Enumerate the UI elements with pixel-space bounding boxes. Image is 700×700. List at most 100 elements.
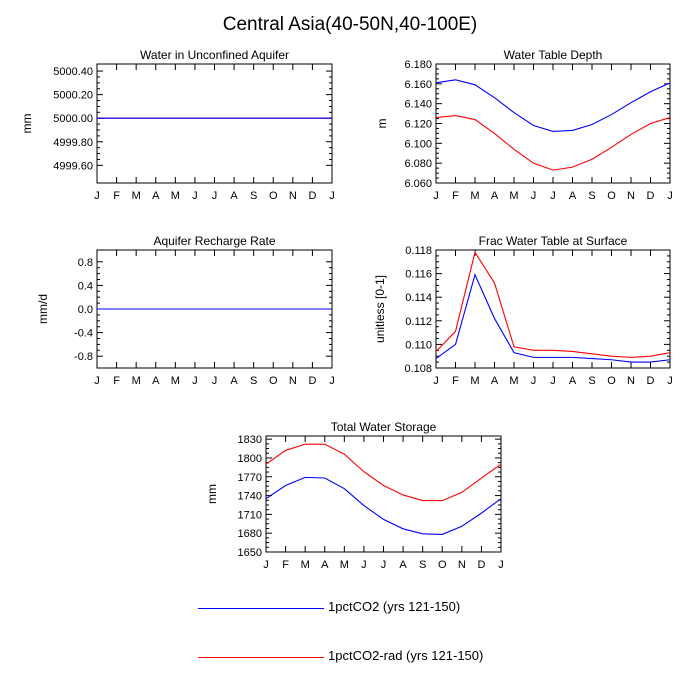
x-tick-label: J [361, 559, 367, 571]
x-tick-label: J [329, 190, 335, 202]
y-tick-label: 0.116 [405, 269, 432, 281]
panel-title: Frac Water Table at Surface [479, 234, 628, 248]
x-tick-label: M [509, 190, 518, 202]
y-axis-label: mm/d [36, 294, 50, 324]
x-tick-label: A [152, 190, 160, 202]
x-tick-label: O [438, 559, 447, 571]
x-tick-label: J [212, 190, 218, 202]
x-tick-label: A [321, 559, 329, 571]
y-tick-label: 6.160 [404, 79, 432, 91]
x-tick-label: M [509, 375, 518, 387]
x-tick-label: M [340, 559, 349, 571]
y-axis-label: mm [205, 484, 219, 504]
x-tick-label: S [250, 375, 257, 387]
y-tick-label: 5000.20 [53, 90, 93, 102]
x-tick-label: F [282, 559, 289, 571]
y-tick-label: 1740 [238, 491, 262, 503]
y-tick-label: 5000.00 [53, 113, 93, 125]
x-tick-label: D [477, 559, 485, 571]
x-tick-label: F [452, 190, 459, 202]
series-line-1pctco2-yrs-121-150 [435, 79, 671, 132]
x-tick-label: M [132, 190, 141, 202]
x-tick-label: J [433, 375, 439, 387]
x-tick-label: J [381, 559, 387, 571]
x-tick-label: N [289, 375, 297, 387]
y-tick-label: 4999.60 [53, 160, 93, 172]
series-line-1pctco2-yrs-121-150 [265, 476, 502, 535]
x-tick-label: M [470, 375, 479, 387]
x-tick-label: D [647, 375, 655, 387]
panel-title: Total Water Storage [331, 420, 437, 434]
x-tick-label: J [550, 375, 556, 387]
y-tick-label: 1770 [238, 472, 262, 484]
y-axis-label: m [375, 119, 389, 129]
x-tick-label: J [433, 190, 439, 202]
x-tick-label: A [569, 190, 577, 202]
y-tick-label: 0.110 [405, 339, 432, 351]
series-line-1pctco2-rad-yrs-121-150 [435, 250, 671, 358]
panel-title: Water Table Depth [504, 48, 603, 62]
x-tick-label: J [192, 375, 198, 387]
plot-frame [96, 63, 333, 184]
y-tick-label: 5000.40 [53, 66, 93, 78]
x-tick-label: D [308, 375, 316, 387]
x-tick-label: J [550, 190, 556, 202]
x-tick-label: M [470, 190, 479, 202]
panel-frac-water-table-at-surface: Frac Water Table at Surface unitless [0-1… [373, 234, 673, 387]
x-tick-label: J [263, 559, 269, 571]
x-tick-label: D [308, 190, 316, 202]
x-tick-label: J [531, 190, 537, 202]
x-tick-label: S [419, 559, 426, 571]
y-tick-label: 6.060 [404, 178, 432, 190]
x-tick-label: S [250, 190, 257, 202]
x-tick-label: J [94, 190, 100, 202]
x-tick-label: J [329, 375, 335, 387]
x-tick-label: J [667, 375, 673, 387]
x-tick-label: A [230, 375, 238, 387]
x-tick-label: J [212, 375, 218, 387]
y-tick-label: 1800 [238, 453, 262, 465]
x-tick-label: A [152, 375, 160, 387]
x-tick-label: O [607, 190, 616, 202]
x-tick-label: M [171, 190, 180, 202]
x-tick-label: O [269, 190, 278, 202]
y-tick-label: 6.140 [404, 99, 432, 111]
x-tick-label: O [607, 375, 616, 387]
y-tick-label: 1710 [238, 509, 262, 521]
panel-title: Water in Unconfined Aquifer [140, 48, 289, 62]
x-tick-label: S [588, 190, 595, 202]
x-tick-label: M [171, 375, 180, 387]
y-tick-label: 0.8 [78, 257, 93, 269]
x-tick-label: N [627, 190, 635, 202]
y-tick-label: 1830 [238, 434, 262, 446]
y-tick-label: 4999.80 [53, 137, 93, 149]
x-tick-label: A [569, 375, 577, 387]
y-tick-label: 0.112 [405, 316, 432, 328]
x-tick-label: S [588, 375, 595, 387]
figure-title: Central Asia(40-50N,40-100E) [222, 14, 478, 35]
y-axis-label: mm [20, 114, 34, 134]
series-line-1pctco2-rad-yrs-121-150 [265, 443, 502, 502]
x-tick-label: J [667, 190, 673, 202]
x-tick-label: J [498, 559, 504, 571]
x-tick-label: F [452, 375, 459, 387]
y-tick-label: 6.100 [404, 138, 432, 150]
y-tick-label: -0.8 [74, 351, 93, 363]
x-tick-label: F [113, 190, 120, 202]
x-tick-label: N [458, 559, 466, 571]
x-tick-label: N [289, 190, 297, 202]
panel-title: Aquifer Recharge Rate [153, 234, 275, 248]
x-tick-label: A [491, 375, 499, 387]
x-tick-label: D [647, 190, 655, 202]
x-tick-label: F [113, 375, 120, 387]
y-tick-label: 0.4 [78, 280, 93, 292]
x-tick-label: O [269, 375, 278, 387]
y-tick-label: 0.108 [404, 363, 432, 375]
y-tick-label: 6.180 [404, 59, 432, 71]
x-tick-label: M [132, 375, 141, 387]
x-tick-label: N [627, 375, 635, 387]
